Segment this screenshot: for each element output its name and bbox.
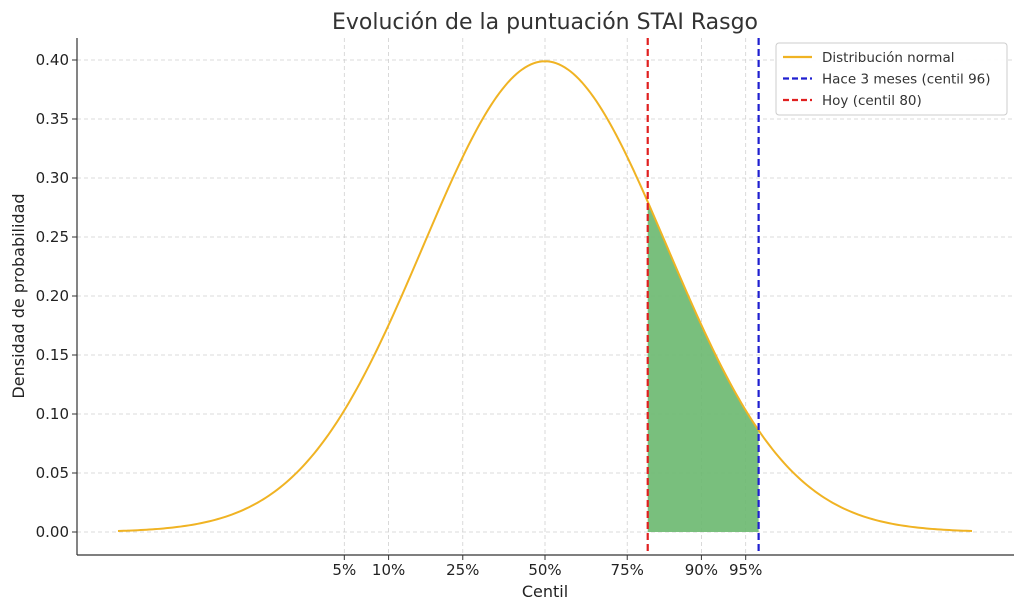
legend-label: Hoy (centil 80) xyxy=(822,93,922,109)
legend-label: Distribución normal xyxy=(822,50,954,66)
x-ticks: 5% 10% 25% 50% 75% 90% 95% xyxy=(332,555,762,579)
y-tick-label: 0.15 xyxy=(36,346,69,364)
y-tick-label: 0.30 xyxy=(36,169,69,187)
grid-layer xyxy=(77,38,1014,555)
shaded-region-layer xyxy=(647,201,759,532)
y-axis-label: Densidad de probabilidad xyxy=(9,193,28,398)
legend-items: Distribución normal Hace 3 meses (centil … xyxy=(783,50,991,109)
x-tick-label: 5% xyxy=(332,561,356,579)
y-tick-label: 0.25 xyxy=(36,228,69,246)
x-tick-label: 10% xyxy=(372,561,405,579)
curve-layer xyxy=(117,60,973,532)
x-tick-label: 50% xyxy=(528,561,561,579)
y-tick-label: 0.20 xyxy=(36,287,69,305)
y-tick-label: 0.00 xyxy=(36,523,69,541)
x-tick-label: 90% xyxy=(685,561,718,579)
y-tick-label: 0.05 xyxy=(36,464,69,482)
normal-distribution-curve xyxy=(117,60,973,532)
vertical-lines-layer xyxy=(646,38,760,555)
x-axis-label: Centil xyxy=(522,582,568,601)
legend-box xyxy=(775,42,1008,116)
y-tick-label: 0.40 xyxy=(36,51,69,69)
x-tick-label: 95% xyxy=(729,561,762,579)
x-tick-label: 75% xyxy=(611,561,644,579)
legend: Distribución normal Hace 3 meses (centil … xyxy=(775,42,1008,116)
shaded-area xyxy=(647,201,759,532)
legend-label: Hace 3 meses (centil 96) xyxy=(822,72,991,88)
chart-title: Evolución de la puntuación STAI Rasgo xyxy=(332,10,758,35)
y-ticks: 0.00 0.05 0.10 0.15 0.20 0.25 0.30 0.35 0.40 xyxy=(36,51,77,541)
x-tick-label: 25% xyxy=(446,561,479,579)
y-tick-label: 0.10 xyxy=(36,405,69,423)
y-tick-label: 0.35 xyxy=(36,110,69,128)
